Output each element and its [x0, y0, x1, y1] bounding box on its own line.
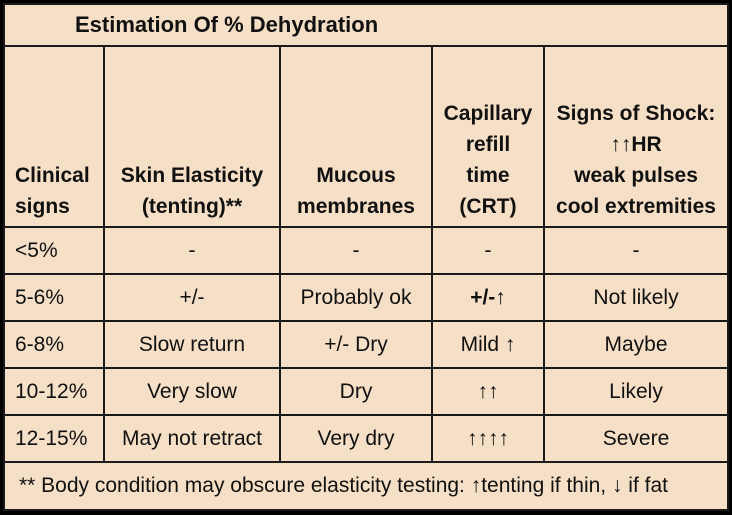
cell-skin: -: [103, 226, 281, 275]
cell-mucous: Probably ok: [279, 273, 433, 322]
cell-skin: Slow return: [103, 320, 281, 369]
header-line: Capillary: [443, 102, 533, 125]
header-line: refill: [465, 133, 511, 156]
header-clinical-signs: Clinical signs: [3, 45, 105, 228]
table-row: 5-6% +/- Probably ok +/-↑ Not likely: [3, 273, 730, 322]
footnote: ** Body condition may obscure elasticity…: [2, 461, 730, 511]
cell-crt: ↑↑: [431, 367, 545, 416]
header-skin-elasticity: Skin Elasticity (tenting)**: [103, 45, 281, 228]
cell-crt: Mild ↑: [431, 320, 545, 369]
cell-skin: Very slow: [103, 367, 281, 416]
header-line: Clinical: [15, 164, 90, 187]
cell-mucous: Dry: [279, 367, 433, 416]
header-line: Mucous: [316, 164, 396, 187]
header-line: ↑↑HR: [610, 133, 662, 156]
cell-sign: <5%: [3, 226, 105, 275]
cell-crt: -: [431, 226, 545, 275]
cell-shock: Not likely: [542, 273, 730, 322]
header-crt: Capillary refill time (CRT): [431, 45, 545, 228]
cell-mucous: Very dry: [279, 414, 433, 463]
cell-shock: Likely: [542, 367, 730, 416]
header-line: signs: [15, 195, 70, 218]
cell-sign: 12-15%: [3, 414, 105, 463]
header-line: (CRT): [459, 195, 517, 218]
table-row: 12-15% May not retract Very dry ↑↑↑↑ Sev…: [3, 414, 730, 463]
header-line: membranes: [297, 195, 415, 218]
cell-skin: +/-: [103, 273, 281, 322]
header-line: cool extremities: [556, 195, 716, 218]
header-signs-of-shock: Signs of Shock: ↑↑HR weak pulses cool ex…: [542, 45, 730, 228]
header-line: Signs of Shock:: [556, 102, 716, 125]
cell-shock: -: [542, 226, 730, 275]
table-row: <5% - - - -: [3, 226, 730, 275]
cell-crt: +/-↑: [431, 273, 545, 322]
cell-sign: 10-12%: [3, 367, 105, 416]
cell-crt: ↑↑↑↑: [431, 414, 545, 463]
cell-sign: 5-6%: [3, 273, 105, 322]
cell-shock: Severe: [542, 414, 730, 463]
header-line: time: [466, 164, 510, 187]
table-row: 10-12% Very slow Dry ↑↑ Likely: [3, 367, 730, 416]
header-line: Skin Elasticity: [120, 164, 264, 187]
header-line: weak pulses: [574, 164, 698, 187]
header-row: Clinical signs Skin Elasticity (tenting)…: [3, 45, 730, 228]
header-line: (tenting)**: [141, 195, 243, 218]
table-row: 6-8% Slow return +/- Dry Mild ↑ Maybe: [3, 320, 730, 369]
cell-skin: May not retract: [103, 414, 281, 463]
dehydration-table: Estimation Of % Dehydration Clinical sig…: [2, 3, 730, 511]
cell-shock: Maybe: [542, 320, 730, 369]
table-title: Estimation Of % Dehydration: [2, 3, 730, 47]
cell-mucous: -: [279, 226, 433, 275]
cell-mucous: +/- Dry: [279, 320, 433, 369]
header-mucous-membranes: Mucous membranes: [279, 45, 433, 228]
cell-sign: 6-8%: [3, 320, 105, 369]
